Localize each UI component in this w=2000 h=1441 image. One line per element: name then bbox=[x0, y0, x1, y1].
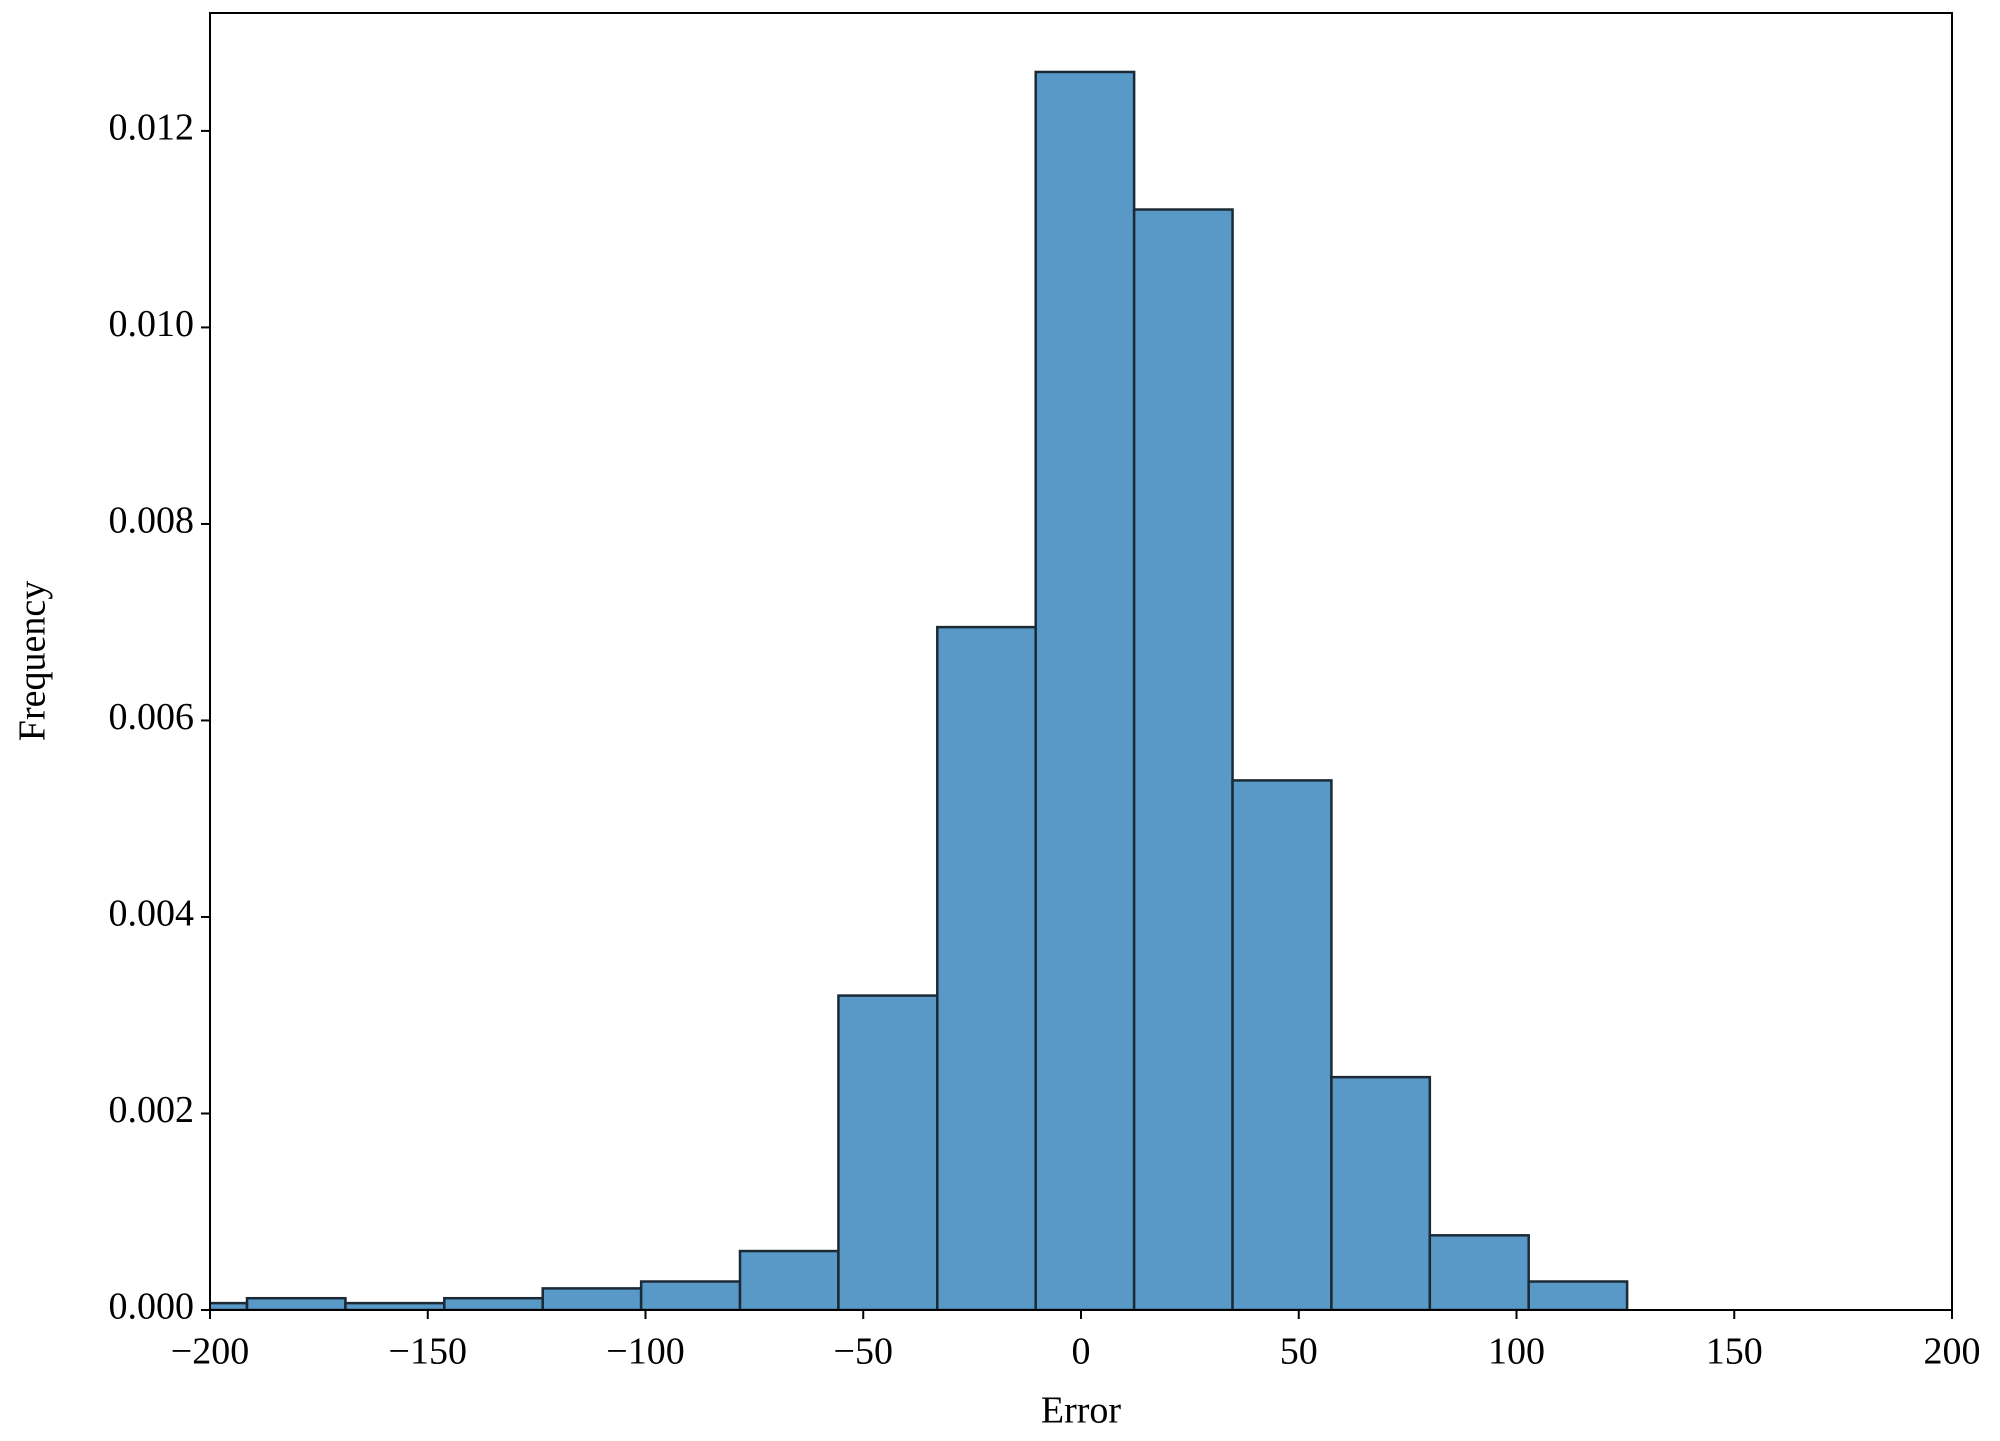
x-tick-label: 50 bbox=[1280, 1331, 1318, 1373]
x-tick-label: 200 bbox=[1924, 1331, 1981, 1373]
y-tick-label: 0.006 bbox=[109, 696, 195, 738]
x-tick-label: 100 bbox=[1488, 1331, 1545, 1373]
bar bbox=[541, 1287, 643, 1310]
bar bbox=[639, 1280, 742, 1310]
bar bbox=[1231, 779, 1333, 1310]
bar bbox=[1132, 208, 1234, 1310]
bar bbox=[443, 1296, 544, 1310]
bar bbox=[837, 994, 939, 1310]
y-tick-label: 0.012 bbox=[109, 107, 195, 149]
x-tick-label: −100 bbox=[606, 1331, 684, 1373]
y-tick-label: 0.002 bbox=[109, 1089, 195, 1131]
bar bbox=[936, 625, 1037, 1310]
x-tick-label: 150 bbox=[1706, 1331, 1763, 1373]
x-axis-label: Error bbox=[1041, 1390, 1122, 1432]
bar bbox=[245, 1296, 347, 1310]
y-tick-label: 0.008 bbox=[109, 500, 195, 542]
y-tick-label: 0.000 bbox=[109, 1286, 195, 1328]
x-tick-label: −50 bbox=[834, 1331, 893, 1373]
bars bbox=[210, 70, 1629, 1310]
x-tick-label: −150 bbox=[389, 1331, 467, 1373]
bar bbox=[1527, 1280, 1629, 1310]
bar bbox=[1034, 70, 1136, 1310]
bar bbox=[344, 1301, 446, 1310]
x-tick-label: −200 bbox=[171, 1331, 249, 1373]
bar bbox=[738, 1249, 840, 1310]
y-tick-label: 0.010 bbox=[109, 303, 195, 345]
bar bbox=[1428, 1234, 1530, 1310]
bar bbox=[1330, 1075, 1432, 1310]
x-tick-label: 0 bbox=[1072, 1331, 1091, 1373]
y-tick-label: 0.004 bbox=[109, 893, 195, 935]
y-axis-label: Frequency bbox=[12, 581, 54, 741]
